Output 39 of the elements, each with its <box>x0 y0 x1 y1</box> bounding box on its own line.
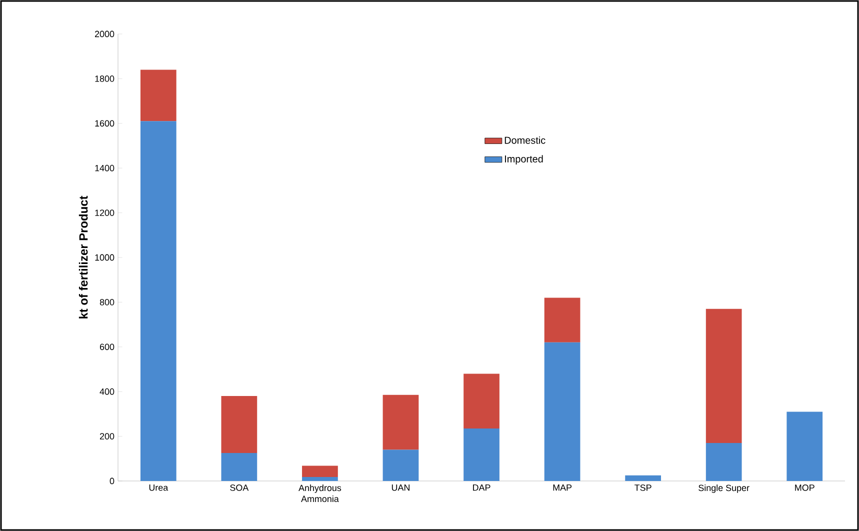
x-tick-label: MAP <box>553 484 572 491</box>
bar <box>544 342 580 481</box>
x-tick-label: Single Super <box>698 484 750 493</box>
x-tick-label: Anhydrous Ammonia <box>298 484 342 502</box>
y-tick-label: 1000 <box>95 254 114 261</box>
bar <box>464 428 500 481</box>
bar <box>382 450 419 481</box>
x-tick-label: TSP <box>634 484 652 491</box>
x-tick-label: Urea <box>149 484 168 491</box>
y-axis-title: kt of fertilizer Product <box>78 196 88 318</box>
x-tick-label: SOA <box>230 484 249 491</box>
x-tick-label: MOP <box>795 484 814 491</box>
bar <box>140 70 176 122</box>
bar <box>221 453 258 481</box>
bar <box>544 298 580 342</box>
y-tick-label: 1400 <box>95 164 114 172</box>
bar <box>382 394 419 450</box>
x-tick-label: DAP <box>473 484 490 491</box>
y-tick-label: 2000 <box>94 30 114 38</box>
bar <box>464 374 500 428</box>
legend-label: Domestic <box>504 136 546 144</box>
y-tick-label: 200 <box>100 433 114 440</box>
legend-label: Imported <box>505 155 543 164</box>
bar <box>302 476 338 481</box>
bar <box>221 396 258 454</box>
y-tick-label: 600 <box>100 344 114 350</box>
bar <box>786 412 823 481</box>
y-tick-label: 800 <box>100 299 114 306</box>
bar <box>706 442 742 481</box>
y-tick-label: 400 <box>100 388 114 395</box>
y-tick-label: 0 <box>110 478 114 484</box>
bar <box>706 308 742 443</box>
x-tick-label: UAN <box>392 484 410 491</box>
y-tick-label: 1600 <box>95 120 114 127</box>
y-tick-label: 1200 <box>95 210 114 216</box>
y-tick-label: 1800 <box>95 76 114 82</box>
bar <box>302 466 338 477</box>
bar <box>625 475 661 481</box>
bar <box>140 121 176 481</box>
